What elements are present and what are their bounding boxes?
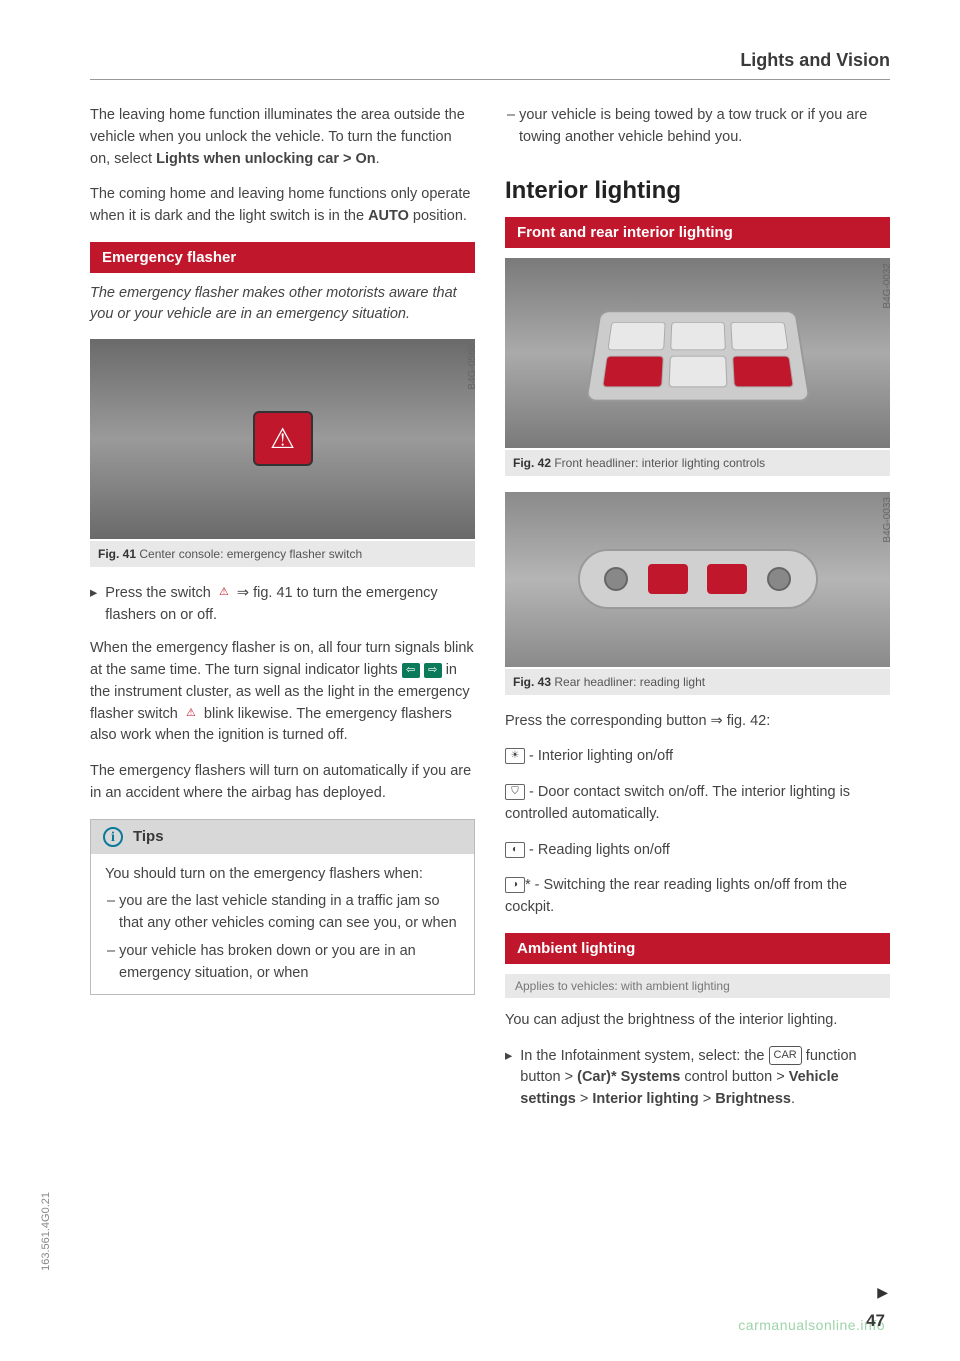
t: > (699, 1091, 716, 1107)
t: In the Infotainment system, select: the (520, 1048, 768, 1064)
panel-button (607, 321, 665, 349)
watermark: carmanualsonline.info (738, 1317, 885, 1333)
door-contact: ⛉ - Door contact switch on/off. The inte… (505, 782, 890, 826)
panel-button (668, 355, 728, 387)
front-headliner-panel (585, 310, 811, 401)
panel-button (730, 321, 788, 349)
fig-text: Rear headliner: reading light (551, 675, 705, 689)
reading-light-left (604, 567, 628, 591)
fig-num: Fig. 41 (98, 547, 136, 561)
ambient-lighting-heading: Ambient lighting (505, 933, 890, 964)
door-icon: ⛉ (505, 784, 525, 800)
info-icon: i (103, 827, 123, 847)
emergency-on-para: When the emergency flasher is on, all fo… (90, 638, 475, 747)
coming-home-para: The coming home and leaving home functio… (90, 184, 475, 228)
figure-42-caption: Fig. 42 Front headliner: interior lighti… (505, 450, 890, 476)
panel-button-red (732, 355, 793, 387)
figure-43-code: B4G-0033 (882, 497, 893, 543)
figure-42-image: B4G-0032 (505, 258, 890, 448)
bold-text: AUTO (368, 208, 409, 224)
tips-continued: – your vehicle is being towed by a tow t… (505, 105, 890, 159)
panel-button (669, 321, 725, 349)
triangle-bullet-icon: ▸ (90, 583, 97, 627)
text: - Door contact switch on/off. The interi… (505, 784, 850, 822)
b: (Car)* Systems (577, 1069, 680, 1085)
text: position. (409, 208, 467, 224)
b: Interior lighting (592, 1091, 698, 1107)
fig-num: Fig. 42 (513, 456, 551, 470)
hazard-triangle-icon: ⚠ (182, 706, 200, 721)
figure-43-caption: Fig. 43 Rear headliner: reading light (505, 669, 890, 695)
continue-arrow-icon: ▶ (877, 1284, 888, 1301)
tips-item-2: – your vehicle has broken down or you ar… (105, 941, 460, 985)
fig-text: Front headliner: interior lighting contr… (551, 456, 765, 470)
press-switch-instruction: ▸ Press the switch ⚠ ⇒ fig. 41 to turn t… (90, 583, 475, 627)
figure-42-code: B4G-0032 (882, 263, 893, 309)
text: . (376, 151, 380, 167)
page-header: Lights and Vision (90, 50, 890, 80)
figure-43-image: B4G-0033 (505, 492, 890, 667)
interior-lighting-heading: Interior lighting (505, 177, 890, 205)
front-rear-lighting-heading: Front and rear interior lighting (505, 217, 890, 248)
text: - Reading lights on/off (525, 842, 670, 858)
tips-body: You should turn on the emergency flasher… (91, 854, 474, 995)
left-arrow-icon: ⇦ (402, 663, 420, 678)
auto-on-para: The emergency flashers will turn on auto… (90, 761, 475, 805)
fig-text: Center console: emergency flasher switch (136, 547, 362, 561)
tips-box: i Tips You should turn on the emergency … (90, 819, 475, 996)
right-column: – your vehicle is being towed by a tow t… (505, 105, 890, 1123)
figure-41-image: ⚠ B4G-0566 (90, 339, 475, 539)
car-button-icon: CAR (769, 1046, 802, 1065)
rear-headliner-panel (578, 549, 818, 609)
right-arrow-icon: ⇨ (424, 663, 442, 678)
interior-on-off: ☀ - Interior lighting on/off (505, 746, 890, 768)
rear-light-icon: ◑ (505, 877, 525, 893)
reading-light-icon: ◐ (505, 842, 525, 858)
tips-title: Tips (133, 828, 164, 845)
rear-button-right (707, 564, 747, 594)
t: . (791, 1091, 795, 1107)
hazard-triangle-icon: ⚠ (253, 411, 313, 466)
text: * - Switching the rear reading lights on… (505, 877, 847, 915)
ambient-desc: You can adjust the brightness of the int… (505, 1010, 890, 1032)
two-column-layout: The leaving home function illuminates th… (90, 105, 890, 1123)
light-icon: ☀ (505, 748, 525, 764)
text: Press the switch ⚠ ⇒ fig. 41 to turn the… (105, 583, 475, 627)
reading-light-right (767, 567, 791, 591)
hazard-triangle-icon: ⚠ (215, 585, 233, 600)
tips-header: i Tips (91, 820, 474, 854)
leaving-home-para: The leaving home function illuminates th… (90, 105, 475, 170)
ambient-applies: Applies to vehicles: with ambient lighti… (505, 974, 890, 998)
b: Brightness (715, 1091, 791, 1107)
panel-button-red (602, 355, 663, 387)
tips-intro: You should turn on the emergency flasher… (105, 864, 460, 886)
tips-item-3: – your vehicle is being towed by a tow t… (505, 105, 890, 149)
emergency-flasher-heading: Emergency flasher (90, 242, 475, 273)
triangle-bullet-icon: ▸ (505, 1046, 512, 1111)
side-code: 163.561.4G0.21 (40, 1192, 52, 1271)
t: > (576, 1091, 593, 1107)
figure-41-code: B4G-0566 (467, 344, 478, 390)
text: In the Infotainment system, select: the … (520, 1046, 890, 1111)
reading-lights: ◐ - Reading lights on/off (505, 840, 890, 862)
figure-41-caption: Fig. 41 Center console: emergency flashe… (90, 541, 475, 567)
t: control button > (680, 1069, 788, 1085)
ambient-step: ▸ In the Infotainment system, select: th… (505, 1046, 890, 1111)
left-column: The leaving home function illuminates th… (90, 105, 475, 1123)
rear-reading-lights: ◑* - Switching the rear reading lights o… (505, 875, 890, 919)
page-number: 47 (866, 1311, 885, 1331)
emergency-flasher-desc: The emergency flasher makes other motori… (90, 283, 475, 325)
fig-num: Fig. 43 (513, 675, 551, 689)
rear-button-left (648, 564, 688, 594)
text: - Interior lighting on/off (525, 748, 673, 764)
text-a: Press the switch (105, 585, 215, 601)
press-corresponding: Press the corresponding button ⇒ fig. 42… (505, 711, 890, 733)
tips-item-1: – you are the last vehicle standing in a… (105, 891, 460, 935)
bold-text: Lights when unlocking car > On (156, 151, 376, 167)
